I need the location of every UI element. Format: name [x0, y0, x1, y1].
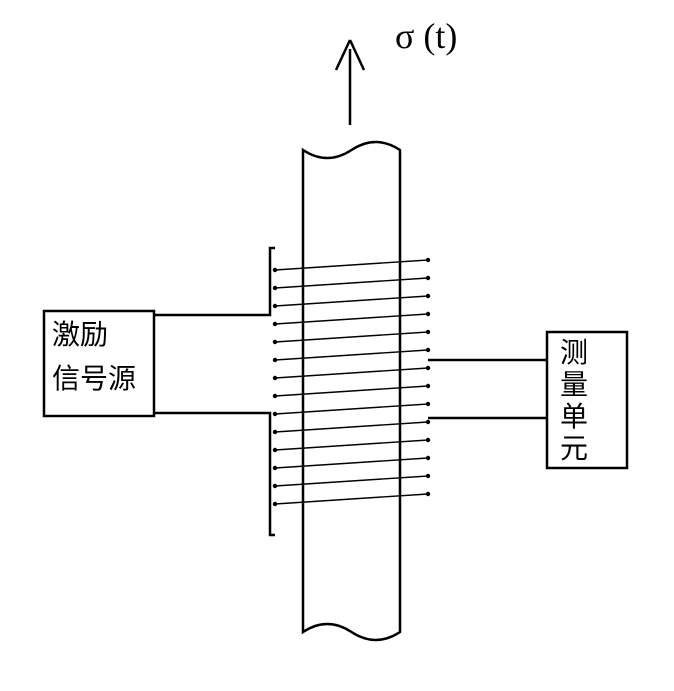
coil-endpoint-dot [426, 492, 430, 496]
coil-endpoint-dot [426, 258, 430, 262]
excitation-source-label-line1: 激励 [52, 319, 108, 351]
sigma-label: σ (t) [395, 16, 457, 56]
coil-endpoint-dot [426, 474, 430, 478]
coil-endpoint-dot [426, 312, 430, 316]
coil-endpoint-dot [273, 304, 277, 308]
coil-endpoint-dot [426, 438, 430, 442]
coil-endpoint-dot [426, 456, 430, 460]
coil-endpoint-dot [426, 384, 430, 388]
coil-endpoint-dot [273, 394, 277, 398]
coil-endpoint-dot [273, 340, 277, 344]
coil-endpoint-dot [426, 330, 430, 334]
measurement-unit-label-line: 单 [560, 401, 588, 433]
coil-endpoint-dot [273, 358, 277, 362]
coil-endpoint-dot [273, 286, 277, 290]
coil-endpoint-dot [273, 430, 277, 434]
coil-endpoint-dot [273, 484, 277, 488]
coil-endpoint-dot [273, 502, 277, 506]
left-wire-bottom [154, 413, 275, 535]
measurement-unit-label-line: 量 [560, 370, 588, 401]
coil-endpoint-dot [426, 402, 430, 406]
measurement-unit-label-line: 测 [560, 338, 588, 369]
coil-endpoint-dot [273, 466, 277, 470]
measurement-unit-label-line: 元 [560, 434, 588, 465]
coil-endpoint-dot [273, 322, 277, 326]
diagram-canvas: σ (t) 激励信号源 测量单元 [0, 0, 674, 691]
left-wire-top [154, 248, 275, 315]
coil-endpoint-dot [426, 420, 430, 424]
coil-endpoint-dot [426, 366, 430, 370]
coil-endpoint-dot [273, 268, 277, 272]
coil-endpoint-dot [426, 294, 430, 298]
excitation-source-label-line2: 信号源 [52, 363, 136, 395]
coil-endpoint-dot [426, 276, 430, 280]
coil-endpoint-dot [273, 412, 277, 416]
coil-endpoint-dot [273, 448, 277, 452]
coil-endpoint-dot [273, 376, 277, 380]
coil-endpoint-dot [426, 348, 430, 352]
